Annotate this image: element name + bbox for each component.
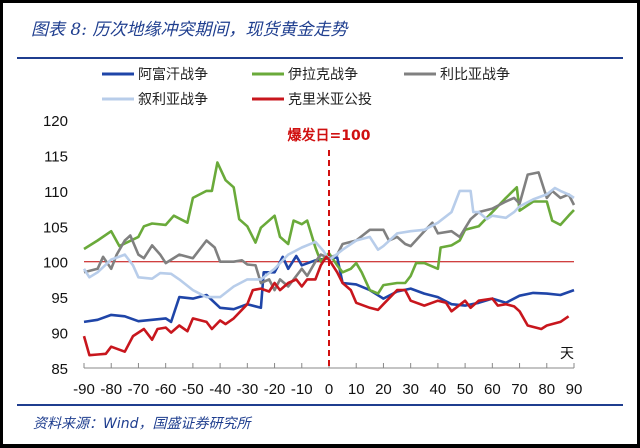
chart-title: 图表 8: 历次地缘冲突期间，现货黄金走势 [31, 20, 348, 40]
y-tick-label: 100 [43, 255, 68, 272]
series-line-1 [83, 254, 575, 324]
x-tick-label: 0 [325, 381, 333, 398]
x-axis-label: 天 [560, 346, 574, 362]
y-tick-label: 85 [51, 361, 68, 378]
series-line-3 [83, 171, 576, 292]
x-tick-label: -40 [209, 381, 231, 398]
x-tick-label: 10 [348, 381, 365, 398]
x-tick-label: -20 [264, 381, 286, 398]
y-tick-label: 115 [44, 148, 68, 165]
x-tick-label: 60 [484, 381, 501, 398]
x-tick-label: -10 [291, 381, 313, 398]
legend-label: 阿富汗战争 [138, 66, 208, 83]
x-tick-label: 30 [402, 381, 419, 398]
x-tick-label: 50 [457, 381, 474, 398]
footer-rule [17, 404, 623, 406]
x-tick-label: -80 [100, 381, 122, 398]
x-tick-label: -60 [155, 381, 177, 398]
annotation-label: 爆发日=100 [288, 127, 371, 144]
x-tick-label: 90 [566, 381, 583, 398]
y-tick-label: 110 [44, 184, 68, 201]
y-tick-label: 105 [43, 219, 68, 236]
x-tick-label: -30 [236, 381, 258, 398]
series-line-4 [82, 186, 575, 299]
source-note: 资料来源：Wind，国盛证券研究所 [33, 416, 251, 432]
legend-label: 伊拉克战争 [288, 67, 358, 83]
x-tick-label: -70 [128, 381, 150, 398]
x-tick-label: 80 [538, 381, 555, 398]
x-tick-label: 40 [430, 381, 447, 398]
legend-label: 克里米亚公投 [288, 92, 372, 108]
x-tick-label: -90 [73, 381, 95, 398]
x-tick-label: -50 [182, 381, 204, 398]
y-tick-label: 120 [43, 113, 68, 130]
chart-frame: 图表 8: 历次地缘冲突期间，现货黄金走势 资料来源：Wind，国盛证券研究所 [3, 3, 637, 444]
y-tick-label: 95 [51, 290, 68, 307]
x-tick-label: 70 [511, 381, 528, 398]
series-line-5 [82, 255, 570, 357]
legend-label: 叙利亚战争 [138, 91, 208, 108]
legend-label: 利比亚战争 [440, 67, 510, 83]
y-tick-label: 90 [51, 326, 68, 343]
title-rule [17, 57, 623, 59]
x-tick-label: 20 [375, 381, 392, 398]
